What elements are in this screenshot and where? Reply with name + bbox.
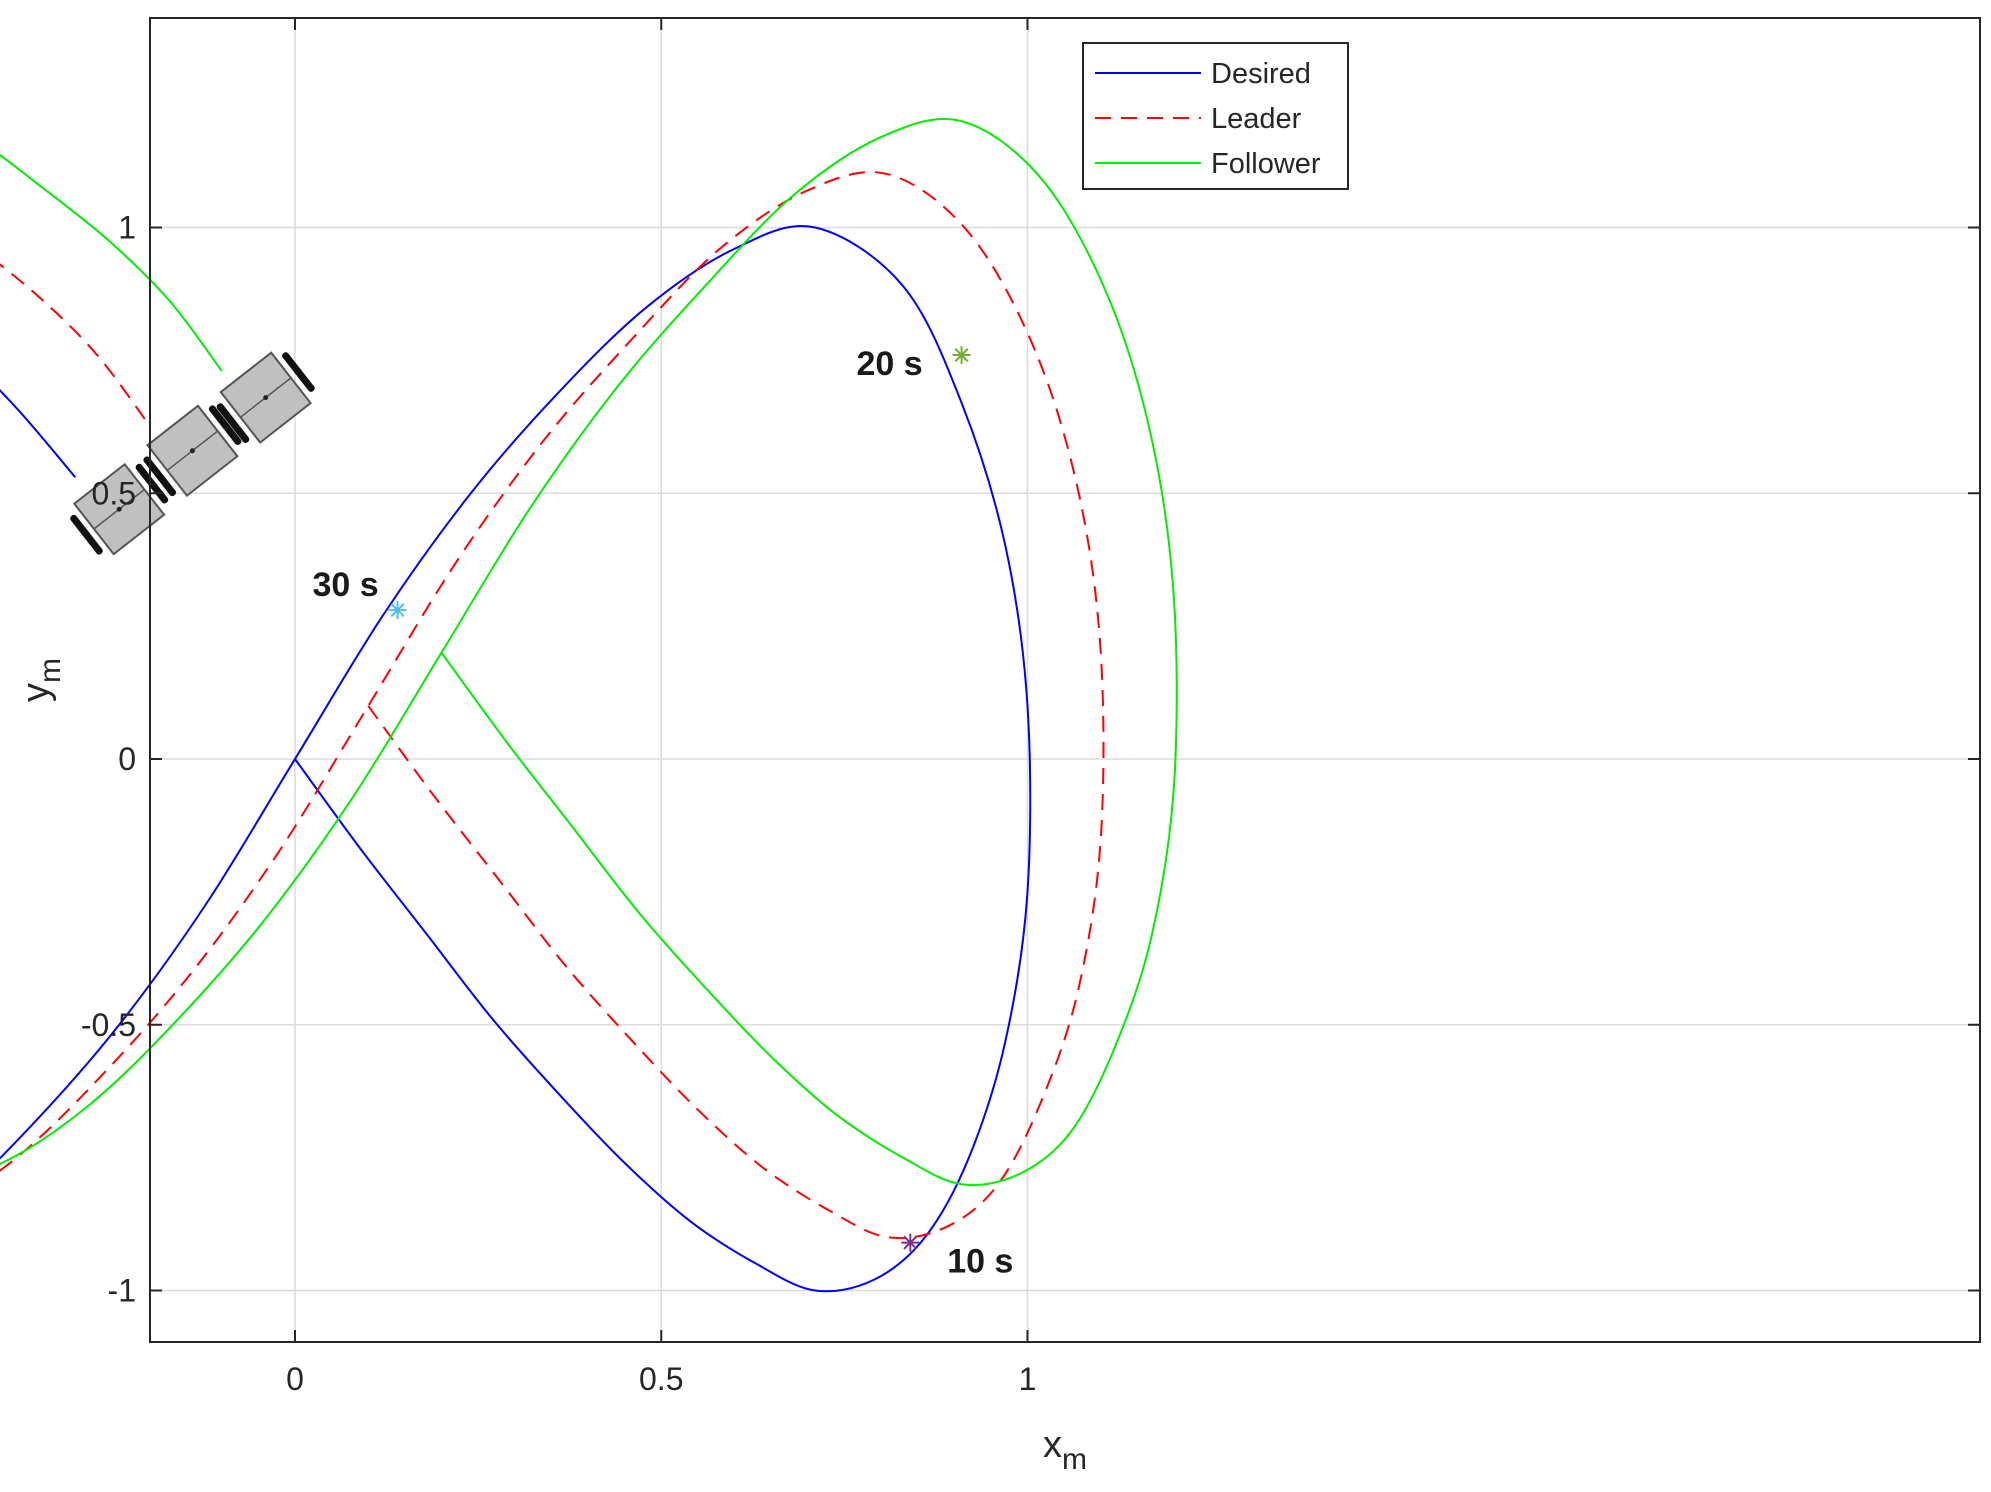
time-marker: 20 s	[856, 345, 971, 383]
marker-label: 20 s	[856, 345, 922, 383]
time-marker: 10 s	[901, 1233, 1013, 1281]
y-tick-label: 0.5	[92, 475, 136, 511]
series-group	[0, 117, 1178, 1293]
y-tick-label: 1	[118, 210, 136, 246]
series-follower	[0, 117, 1178, 1186]
x-tick-label: 0	[286, 1361, 304, 1397]
robot-wheel-right	[282, 352, 315, 392]
robot-wheel-left	[70, 514, 103, 555]
robot-center	[116, 506, 122, 512]
x-tick-label: 0.5	[639, 1361, 683, 1397]
marker-group: 10 s20 s30 s40 s	[312, 345, 1013, 1281]
marker-label: 30 s	[312, 566, 378, 604]
robot-wheel-left	[143, 456, 177, 497]
legend-label-desired: Desired	[1211, 58, 1311, 90]
robot-wheel-left	[216, 403, 250, 443]
y-axis-label-main: y	[15, 683, 57, 702]
legend-box	[1082, 42, 1349, 190]
legend-label-leader: Leader	[1211, 103, 1302, 135]
x-axis-label-main: x	[1043, 1424, 1062, 1466]
robot-3	[216, 351, 315, 444]
axes-box	[149, 17, 1981, 1343]
series-leader	[0, 171, 1105, 1240]
robot-wheel-right	[208, 405, 242, 446]
grid	[150, 18, 1980, 1342]
y-tick-label: -0.5	[81, 1007, 136, 1043]
marker-label: 10 s	[947, 1243, 1013, 1281]
robot-center	[263, 395, 269, 401]
y-tick-label: 0	[118, 741, 136, 777]
series-desired	[0, 225, 1032, 1293]
marker-star-stroke	[390, 603, 405, 618]
ticks: -1-0.500.51-1-0.500.51	[81, 18, 1980, 1397]
legend: Desired Leader Follower	[1082, 42, 1349, 190]
x-axis-label-sub: m	[1062, 1443, 1087, 1476]
robot-2	[143, 404, 242, 498]
marker-star-stroke	[954, 348, 969, 363]
robot-group	[70, 351, 315, 556]
y-axis-label-sub: m	[34, 658, 67, 683]
time-marker: 30 s	[312, 566, 407, 620]
y-axis-label: ym	[15, 658, 67, 702]
x-tick-label: 1	[1019, 1361, 1037, 1397]
x-axis-label: xm	[1043, 1424, 1087, 1476]
robot-center	[189, 448, 195, 454]
legend-label-follower: Follower	[1211, 148, 1321, 180]
y-tick-label: -1	[108, 1273, 136, 1309]
marker-star-stroke	[903, 1235, 918, 1250]
